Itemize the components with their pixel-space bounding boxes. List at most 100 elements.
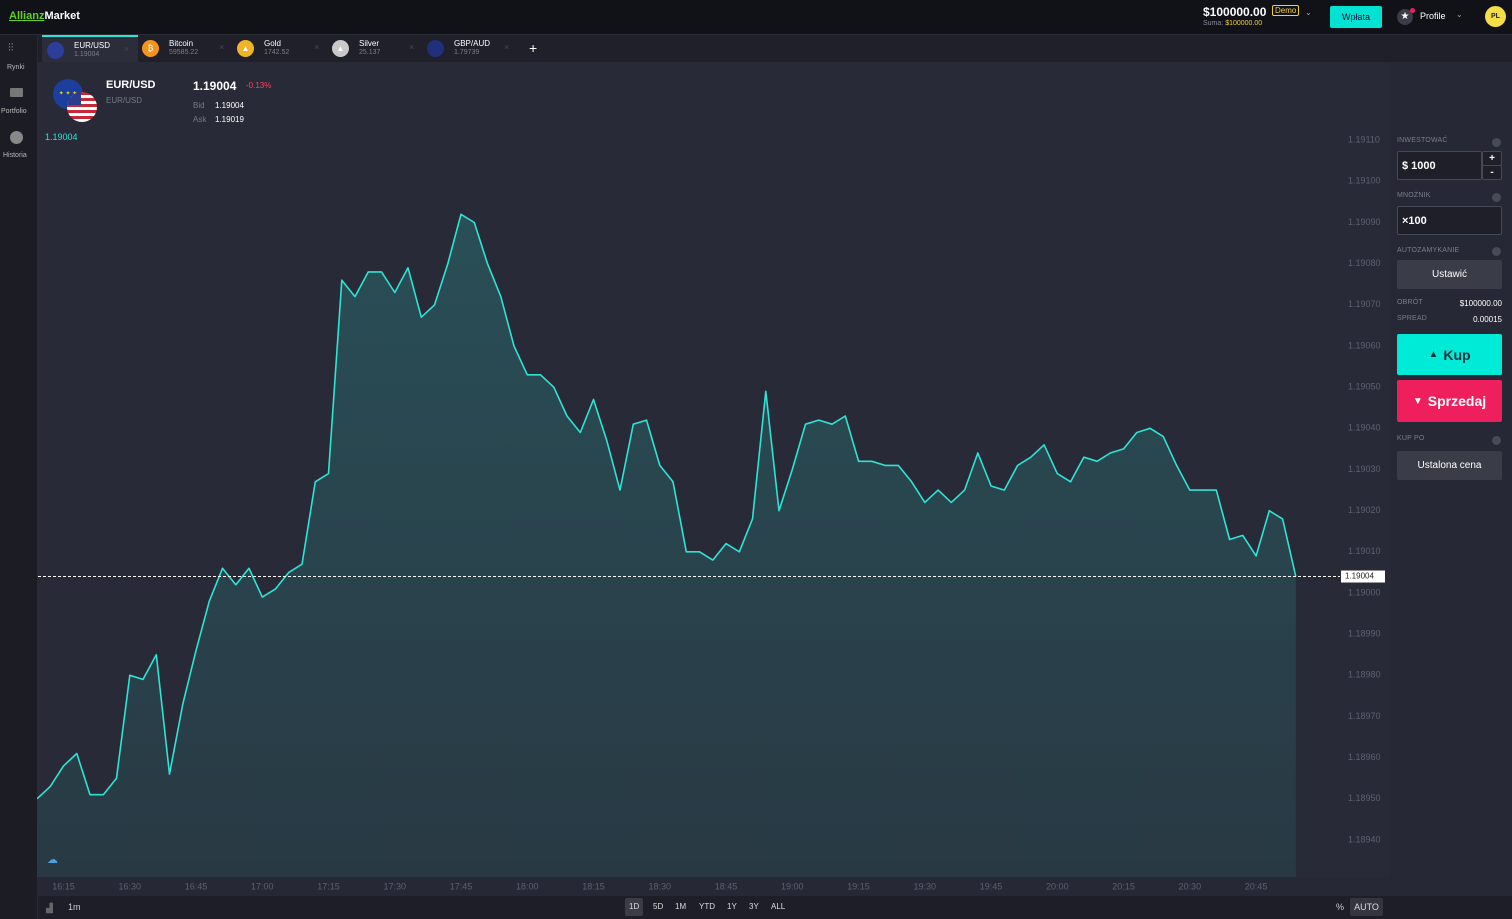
x-tick-label: 19:15 xyxy=(847,881,870,891)
tab[interactable]: GBP/AUD 1.79739 × xyxy=(422,35,516,62)
instrument-subtitle: EUR/USD xyxy=(106,96,143,105)
turnover-label: OBRÓT xyxy=(1397,299,1423,306)
y-tick-label: 1.19040 xyxy=(1348,423,1381,433)
x-tick-label: 20:30 xyxy=(1179,881,1202,891)
tab-close[interactable]: × xyxy=(314,42,320,52)
multiplier-input[interactable]: ×100 xyxy=(1397,206,1502,235)
y-tick-label: 1.19060 xyxy=(1348,340,1381,350)
range-button[interactable]: ALL xyxy=(771,902,786,911)
markets-icon[interactable]: ⫶⫶ xyxy=(8,42,14,54)
spread-label: SPREAD xyxy=(1397,315,1427,322)
logo-b: Market xyxy=(44,10,80,22)
sell-label: Sprzedaj xyxy=(1427,393,1487,409)
profile-icon[interactable]: ★ xyxy=(1397,9,1413,25)
y-tick-label: 1.19100 xyxy=(1348,176,1381,186)
field-label: INWESTOWAĆ xyxy=(1397,137,1448,144)
nav-item[interactable]: Portfolio xyxy=(1,108,27,115)
range-button[interactable]: YTD xyxy=(699,902,715,911)
deposit-button[interactable]: Wpłata xyxy=(1330,6,1382,28)
auto-toggle[interactable]: AUTO xyxy=(1350,898,1383,916)
autoclose-button[interactable]: Ustawić xyxy=(1397,260,1502,289)
price-line xyxy=(36,213,1297,800)
x-tick-label: 18:00 xyxy=(516,881,539,891)
last-price-box xyxy=(1341,570,1385,583)
y-tick-label: 1.19000 xyxy=(1348,587,1381,597)
x-tick-label: 18:15 xyxy=(582,881,605,891)
sum-value: $100000.00 xyxy=(1225,20,1263,27)
top-bar xyxy=(0,0,1512,35)
x-tick-label: 17:45 xyxy=(450,881,473,891)
interval[interactable]: 1m xyxy=(68,902,81,912)
tab-name: Gold xyxy=(264,39,281,48)
y-tick-label: 1.19050 xyxy=(1348,382,1381,392)
tab-close[interactable]: × xyxy=(504,42,510,52)
chart-type-icon[interactable]: ▟ xyxy=(46,903,53,913)
mode-badge[interactable]: Demo xyxy=(1272,5,1300,16)
sell-button[interactable]: ▼ Sprzedaj xyxy=(1397,380,1502,422)
sum-label: Suma: xyxy=(1203,20,1224,27)
logo-a: Allianz xyxy=(9,10,45,22)
us-flag xyxy=(67,92,97,122)
y-tick-label: 1.18940 xyxy=(1348,834,1381,844)
language[interactable]: PL xyxy=(1485,6,1506,27)
profile[interactable]: Profile xyxy=(1420,11,1446,21)
range-button[interactable]: 1Y xyxy=(727,902,737,911)
last-price-label: 1.19004 xyxy=(1345,572,1374,581)
x-tick-label: 19:45 xyxy=(980,881,1003,891)
footer-bar xyxy=(38,896,1512,919)
field-label: KUP PO xyxy=(1397,435,1425,442)
watermark-icon: ☁ xyxy=(47,854,58,866)
tab[interactable]: EUR/USD 1.19004 × xyxy=(42,35,138,62)
x-tick-label: 19:00 xyxy=(781,881,804,891)
buy-button[interactable]: ▲ Kup xyxy=(1397,334,1502,375)
buy-label: Kup xyxy=(1443,346,1471,363)
info-icon[interactable] xyxy=(1492,247,1501,256)
tab[interactable]: ▲ Gold 1742.52 × xyxy=(232,35,326,62)
field-label: AUTOZAMYKANIE xyxy=(1397,247,1460,254)
range-button[interactable]: 1M xyxy=(675,902,687,911)
tab-price: 1742.52 xyxy=(264,49,290,56)
chevron[interactable]: ⌄ xyxy=(1456,10,1463,19)
tab-close[interactable]: × xyxy=(124,44,130,54)
tab[interactable]: ▲ Silver 25.137 × xyxy=(327,35,421,62)
buy-at-button[interactable]: Ustalona cena xyxy=(1397,451,1502,480)
history-icon[interactable] xyxy=(10,131,23,144)
tab-price: 1.79739 xyxy=(454,49,480,56)
chevron[interactable]: ⌄ xyxy=(1305,8,1312,17)
decrement[interactable]: - xyxy=(1482,165,1502,180)
range-button[interactable]: 1D xyxy=(625,898,644,916)
logo[interactable]: AllianzMarket xyxy=(9,10,80,22)
info-icon[interactable] xyxy=(1492,138,1501,147)
y-tick-label: 1.18960 xyxy=(1348,752,1381,762)
tab-icon xyxy=(427,40,444,57)
tab-close[interactable]: × xyxy=(409,42,415,52)
y-tick-label: 1.18980 xyxy=(1348,670,1381,680)
info-icon[interactable] xyxy=(1492,436,1501,445)
y-tick-label: 1.18990 xyxy=(1348,629,1381,639)
tab-name: Bitcoin xyxy=(169,39,194,48)
percent-toggle[interactable]: % xyxy=(1336,902,1345,912)
tab-icon: ▲ xyxy=(237,40,254,57)
info-icon[interactable] xyxy=(1492,193,1501,202)
tab[interactable]: ₿ Bitcoin 59585.22 × xyxy=(137,35,231,62)
add-tab[interactable]: + xyxy=(529,40,538,56)
tab-price: 59585.22 xyxy=(169,49,199,56)
y-tick-label: 1.19010 xyxy=(1348,546,1381,556)
y-tick-label: 1.19090 xyxy=(1348,217,1381,227)
y-tick-label: 1.19020 xyxy=(1348,505,1381,515)
x-tick-label: 16:15 xyxy=(52,881,75,891)
range-button[interactable]: 3Y xyxy=(749,902,759,911)
increment[interactable]: + xyxy=(1482,151,1502,166)
bid-label: Bid xyxy=(193,101,205,110)
tab-close[interactable]: × xyxy=(219,42,225,52)
invest-input[interactable]: $ 1000 xyxy=(1397,151,1482,180)
tab-name: Silver xyxy=(359,39,380,48)
portfolio-icon[interactable] xyxy=(10,88,23,97)
y-tick-label: 1.19070 xyxy=(1348,299,1381,309)
nav-item[interactable]: Historia xyxy=(3,152,27,159)
y-tick-label: 1.19080 xyxy=(1348,258,1381,268)
x-tick-label: 18:30 xyxy=(649,881,672,891)
range-button[interactable]: 5D xyxy=(653,902,664,911)
nav-item[interactable]: Rynki xyxy=(7,64,25,71)
